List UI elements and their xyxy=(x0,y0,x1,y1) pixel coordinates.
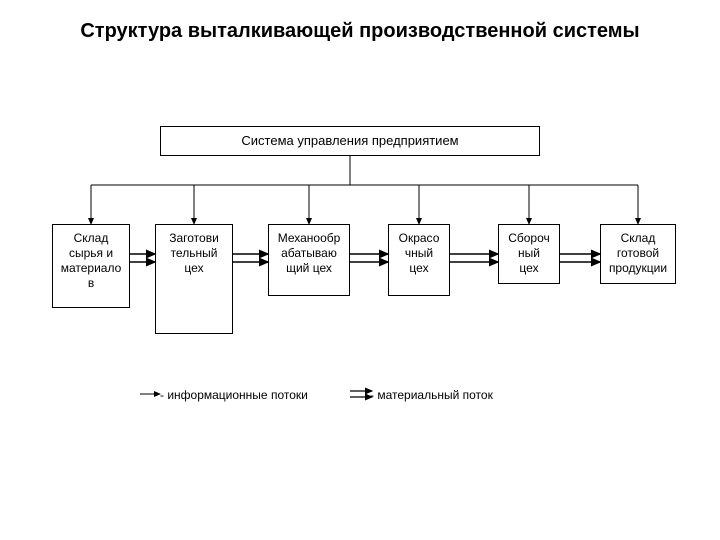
node-n1: Заготовительныйцех xyxy=(155,224,233,334)
page-title: Структура выталкивающей производственной… xyxy=(0,18,720,44)
node-n4: Сборочныйцех xyxy=(498,224,560,284)
legend-item-0: - информационные потоки xyxy=(160,388,308,402)
node-n2: Механообрабатывающий цех xyxy=(268,224,350,296)
node-n3: Окрасочныйцех xyxy=(388,224,450,296)
legend-item-1: - материальный поток xyxy=(370,388,493,402)
management-box: Система управления предприятием xyxy=(160,126,540,156)
node-n0: Складсырья иматериалов xyxy=(52,224,130,308)
node-n5: Складготовойпродукции xyxy=(600,224,676,284)
